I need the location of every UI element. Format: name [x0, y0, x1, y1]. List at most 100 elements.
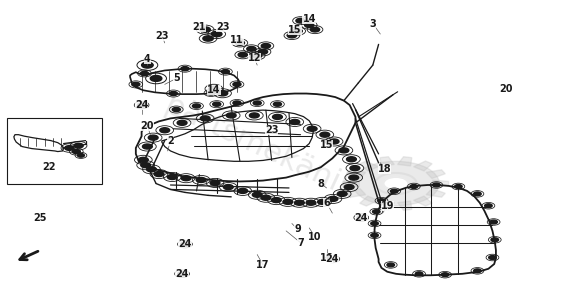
- Circle shape: [287, 33, 297, 38]
- Circle shape: [147, 167, 157, 172]
- Text: 25: 25: [34, 213, 47, 223]
- Circle shape: [200, 116, 210, 121]
- Text: 23: 23: [216, 22, 229, 32]
- Circle shape: [154, 171, 164, 176]
- Circle shape: [150, 75, 162, 81]
- Circle shape: [140, 71, 149, 75]
- Circle shape: [384, 177, 408, 190]
- Circle shape: [148, 135, 158, 140]
- Circle shape: [209, 86, 219, 91]
- Text: 5: 5: [173, 73, 180, 83]
- Circle shape: [181, 67, 189, 71]
- Circle shape: [387, 263, 395, 267]
- Text: 7: 7: [297, 238, 304, 248]
- Text: 17: 17: [256, 260, 270, 270]
- Text: 15: 15: [288, 25, 302, 35]
- Circle shape: [238, 52, 247, 57]
- Text: 22: 22: [42, 162, 56, 172]
- Circle shape: [310, 27, 320, 32]
- Circle shape: [328, 197, 338, 201]
- Circle shape: [290, 119, 300, 124]
- Polygon shape: [426, 170, 445, 178]
- Polygon shape: [347, 189, 366, 197]
- Circle shape: [65, 146, 74, 150]
- Polygon shape: [343, 180, 360, 187]
- Circle shape: [371, 233, 379, 237]
- Circle shape: [454, 185, 462, 189]
- Circle shape: [410, 185, 417, 189]
- Text: 21: 21: [192, 22, 206, 32]
- Circle shape: [339, 148, 349, 153]
- Circle shape: [210, 180, 220, 185]
- Circle shape: [338, 192, 347, 197]
- Circle shape: [252, 192, 262, 197]
- Circle shape: [169, 91, 177, 96]
- Circle shape: [233, 82, 241, 86]
- Circle shape: [213, 102, 221, 106]
- Text: 9: 9: [294, 224, 301, 234]
- Polygon shape: [347, 170, 366, 178]
- Polygon shape: [398, 201, 412, 210]
- Circle shape: [200, 27, 210, 32]
- Circle shape: [233, 101, 241, 105]
- Circle shape: [272, 198, 281, 203]
- Circle shape: [306, 200, 316, 205]
- Circle shape: [294, 200, 305, 205]
- Circle shape: [320, 132, 329, 137]
- Circle shape: [77, 154, 84, 157]
- Circle shape: [391, 189, 398, 193]
- Circle shape: [227, 113, 236, 118]
- Circle shape: [192, 104, 201, 108]
- Circle shape: [217, 91, 228, 96]
- Polygon shape: [414, 161, 432, 171]
- Text: 4: 4: [144, 54, 151, 64]
- Text: 24: 24: [135, 100, 149, 110]
- Text: 3: 3: [369, 19, 376, 29]
- Polygon shape: [414, 196, 432, 206]
- Text: 2: 2: [167, 136, 174, 146]
- Circle shape: [253, 101, 261, 105]
- Polygon shape: [398, 157, 412, 166]
- Circle shape: [253, 53, 262, 58]
- Circle shape: [235, 41, 244, 45]
- Text: 24: 24: [175, 269, 189, 279]
- Circle shape: [415, 272, 423, 276]
- Text: 15: 15: [320, 140, 334, 150]
- Circle shape: [137, 103, 146, 107]
- Circle shape: [139, 157, 148, 162]
- Polygon shape: [432, 180, 449, 187]
- Circle shape: [142, 62, 153, 68]
- Bar: [7, 118, 102, 184]
- Circle shape: [307, 126, 317, 131]
- Text: 23: 23: [155, 30, 169, 41]
- Text: 24: 24: [178, 239, 192, 249]
- Text: 23: 23: [265, 125, 279, 135]
- Circle shape: [247, 46, 256, 51]
- Circle shape: [283, 200, 293, 205]
- Circle shape: [432, 183, 440, 187]
- Circle shape: [143, 144, 153, 149]
- Circle shape: [491, 238, 498, 242]
- Circle shape: [207, 91, 215, 95]
- Circle shape: [488, 255, 496, 259]
- Circle shape: [346, 157, 356, 162]
- Circle shape: [373, 210, 380, 214]
- Circle shape: [44, 164, 58, 171]
- Circle shape: [172, 107, 180, 112]
- Circle shape: [178, 272, 186, 276]
- Circle shape: [261, 44, 271, 48]
- Text: 14: 14: [302, 14, 316, 24]
- Polygon shape: [380, 157, 394, 166]
- Circle shape: [177, 120, 187, 126]
- Circle shape: [74, 143, 83, 148]
- Text: 10: 10: [308, 232, 322, 242]
- Circle shape: [221, 70, 229, 74]
- Circle shape: [350, 165, 360, 170]
- Circle shape: [474, 192, 481, 196]
- Circle shape: [250, 113, 259, 118]
- Circle shape: [258, 49, 268, 54]
- Circle shape: [296, 18, 305, 23]
- Polygon shape: [360, 161, 378, 171]
- Circle shape: [349, 175, 358, 180]
- Circle shape: [261, 195, 271, 200]
